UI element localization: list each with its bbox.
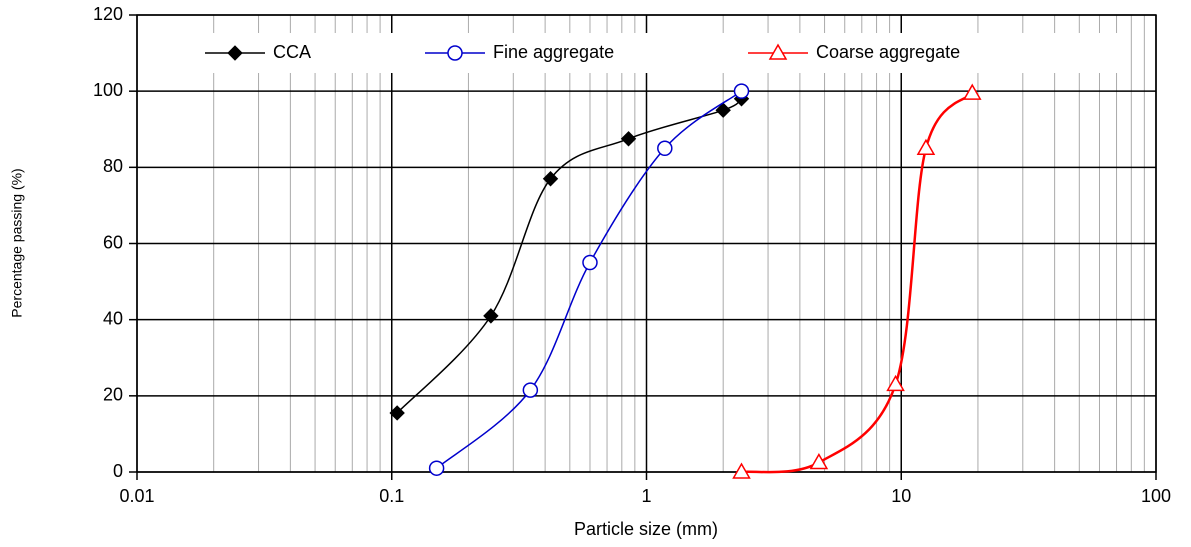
marker [428, 460, 445, 476]
y-tick-label: 40 [103, 308, 123, 328]
y-tick-label: 100 [93, 80, 123, 100]
y-axis-title: Percentage passing (%) [9, 168, 25, 317]
marker [389, 405, 405, 421]
x-tick-label: 10 [891, 486, 911, 506]
marker [657, 140, 673, 157]
marker [809, 452, 829, 470]
series-line [741, 92, 974, 474]
legend-box [180, 33, 1120, 73]
y-tick-label: 120 [93, 4, 123, 24]
series-line [436, 90, 742, 469]
x-tick-label: 1 [641, 486, 651, 506]
marker [483, 308, 499, 324]
x-tick-label: 100 [1141, 486, 1171, 506]
marker [962, 83, 982, 100]
marker [620, 131, 637, 147]
legend-marker [447, 45, 463, 61]
marker [582, 254, 598, 271]
marker [715, 102, 731, 118]
x-axis-title: Particle size (mm) [574, 519, 718, 539]
legend-label: Coarse aggregate [816, 42, 960, 62]
marker [522, 382, 539, 398]
y-tick-label: 80 [103, 156, 123, 176]
legend-label: Fine aggregate [493, 42, 614, 62]
marker [542, 171, 559, 187]
legend-marker [227, 45, 243, 61]
marker [732, 462, 751, 479]
x-tick-label: 0.1 [379, 486, 404, 506]
y-tick-label: 60 [103, 232, 123, 252]
x-tick-label: 0.01 [119, 486, 154, 506]
legend: CCA Fine aggregate Coarse aggregate [180, 33, 1120, 73]
y-tick-label: 0 [113, 461, 123, 481]
plot-frame [136, 14, 1157, 473]
marker [733, 83, 750, 99]
marker [886, 374, 905, 392]
legend-label: CCA [273, 42, 311, 62]
y-tick-label: 20 [103, 385, 123, 405]
marker [916, 138, 936, 156]
legend-marker [768, 43, 788, 60]
